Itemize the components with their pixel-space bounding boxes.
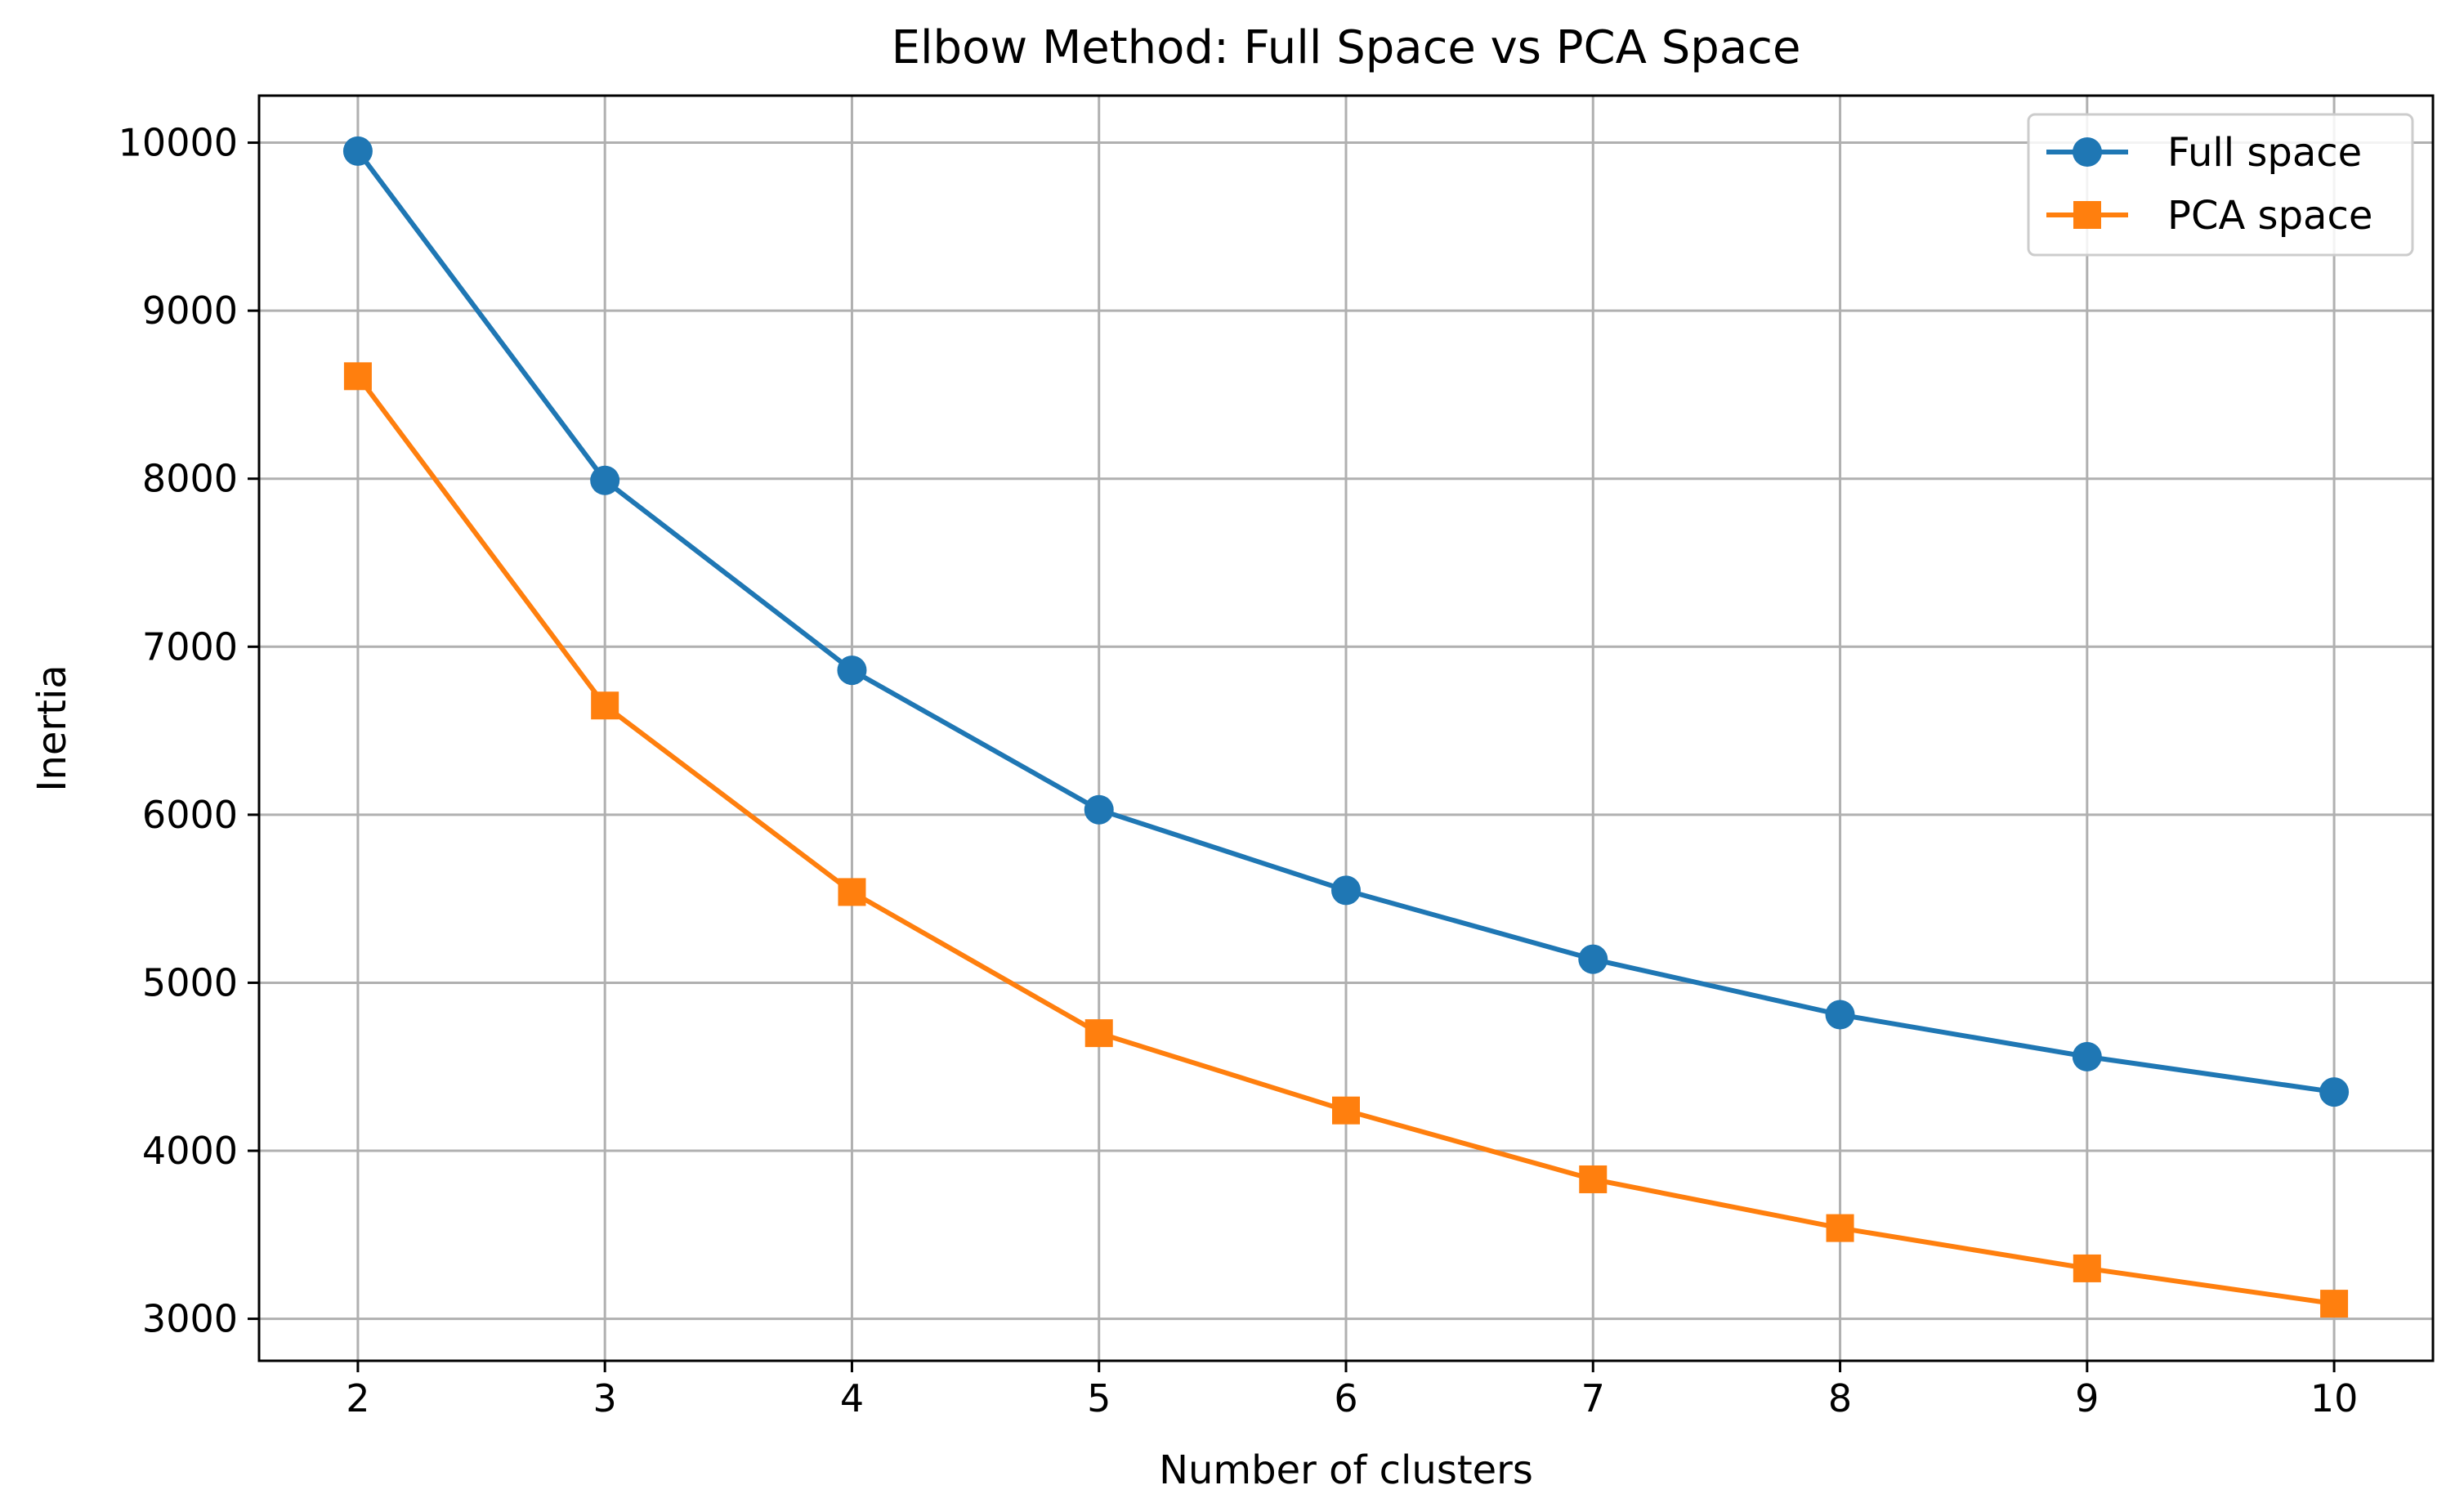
data-point-full-space: [2319, 1077, 2350, 1107]
data-point-pca-space: [838, 878, 866, 906]
y-tick-label: 9000: [142, 289, 238, 333]
y-axis-label: Inertia: [29, 664, 75, 791]
y-tick-label: 3000: [142, 1297, 238, 1341]
data-point-full-space: [2072, 1041, 2102, 1071]
x-tick-label: 10: [2310, 1376, 2359, 1420]
data-point-pca-space: [591, 691, 619, 720]
data-point-full-space: [342, 136, 373, 166]
x-tick-label: 7: [1581, 1376, 1605, 1420]
y-tick-label: 5000: [142, 960, 238, 1004]
x-tick-label: 4: [840, 1376, 864, 1420]
x-tick-label: 2: [346, 1376, 369, 1420]
data-point-pca-space: [1579, 1165, 1608, 1193]
x-tick-label: 8: [1828, 1376, 1852, 1420]
x-tick-label: 3: [593, 1376, 617, 1420]
data-point-full-space: [1578, 944, 1608, 974]
grid-lines: [259, 96, 2433, 1361]
legend: Full space PCA space: [2027, 113, 2414, 257]
data-point-pca-space: [1332, 1096, 1360, 1125]
data-point-full-space: [1084, 794, 1114, 825]
y-tick-label: 6000: [142, 793, 238, 837]
data-point-pca-space: [2073, 1254, 2101, 1282]
legend-label: PCA space: [2167, 193, 2372, 239]
y-tick-label: 8000: [142, 457, 238, 501]
x-tick-label: 9: [2075, 1376, 2099, 1420]
x-tick-label: 5: [1087, 1376, 1111, 1420]
data-point-pca-space: [1826, 1214, 1854, 1242]
legend-marker-square: [2073, 201, 2101, 229]
x-tick-label: 6: [1334, 1376, 1357, 1420]
x-axis-label: Number of clusters: [1159, 1447, 1533, 1493]
data-point-pca-space: [2320, 1290, 2349, 1318]
chart-title: Elbow Method: Full Space vs PCA Space: [892, 21, 1801, 74]
data-point-full-space: [837, 655, 867, 686]
y-tick-label: 10000: [119, 121, 238, 165]
series-markers: [342, 136, 2350, 1318]
data-point-full-space: [1331, 875, 1361, 906]
data-point-pca-space: [1084, 1019, 1113, 1048]
legend-marker-circle: [2073, 137, 2102, 167]
axis-ticks: 2 3 4 5 6 7 8 9 10 3000 4000 5000 6000 7000 8000 9000 10…: [119, 121, 2359, 1420]
data-point-pca-space: [343, 362, 372, 391]
y-tick-label: 4000: [142, 1129, 238, 1173]
data-point-full-space: [1825, 1000, 1855, 1030]
data-point-full-space: [590, 465, 620, 495]
y-tick-label: 7000: [142, 624, 238, 669]
legend-label: Full space: [2167, 130, 2362, 176]
